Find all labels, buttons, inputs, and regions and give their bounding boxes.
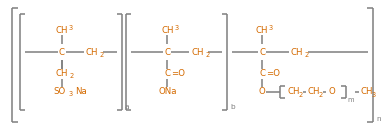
Text: CH: CH bbox=[191, 48, 203, 56]
Text: CH: CH bbox=[56, 69, 68, 78]
Text: SO: SO bbox=[54, 87, 66, 96]
Text: =O: =O bbox=[171, 69, 186, 78]
Text: ONa: ONa bbox=[158, 87, 177, 96]
Text: =O: =O bbox=[266, 69, 280, 78]
Text: 3: 3 bbox=[269, 25, 273, 31]
Text: 2: 2 bbox=[70, 73, 74, 79]
Text: C: C bbox=[59, 48, 65, 56]
Text: 3: 3 bbox=[174, 25, 179, 31]
Text: 2: 2 bbox=[299, 92, 303, 98]
Text: CH: CH bbox=[256, 26, 268, 35]
Text: b: b bbox=[230, 104, 235, 110]
Text: 2: 2 bbox=[319, 92, 323, 98]
Text: 3: 3 bbox=[69, 25, 73, 31]
Text: O: O bbox=[329, 87, 336, 96]
Text: 2: 2 bbox=[205, 52, 210, 58]
Text: n: n bbox=[377, 116, 381, 122]
Text: O: O bbox=[259, 87, 266, 96]
Text: 3: 3 bbox=[69, 91, 73, 97]
Text: Na: Na bbox=[75, 87, 86, 96]
Text: m: m bbox=[348, 97, 354, 103]
Text: CH: CH bbox=[288, 87, 301, 96]
Text: C: C bbox=[164, 48, 170, 56]
Text: CH: CH bbox=[361, 87, 373, 96]
Text: C: C bbox=[164, 69, 170, 78]
Text: C: C bbox=[259, 48, 265, 56]
Text: CH: CH bbox=[308, 87, 320, 96]
Text: 2: 2 bbox=[305, 52, 309, 58]
Text: CH: CH bbox=[291, 48, 303, 56]
Text: a: a bbox=[125, 104, 129, 110]
Text: C: C bbox=[259, 69, 265, 78]
Text: CH: CH bbox=[161, 26, 174, 35]
Text: CH: CH bbox=[85, 48, 98, 56]
Text: 2: 2 bbox=[100, 52, 104, 58]
Text: CH: CH bbox=[56, 26, 68, 35]
Text: 3: 3 bbox=[372, 92, 376, 98]
